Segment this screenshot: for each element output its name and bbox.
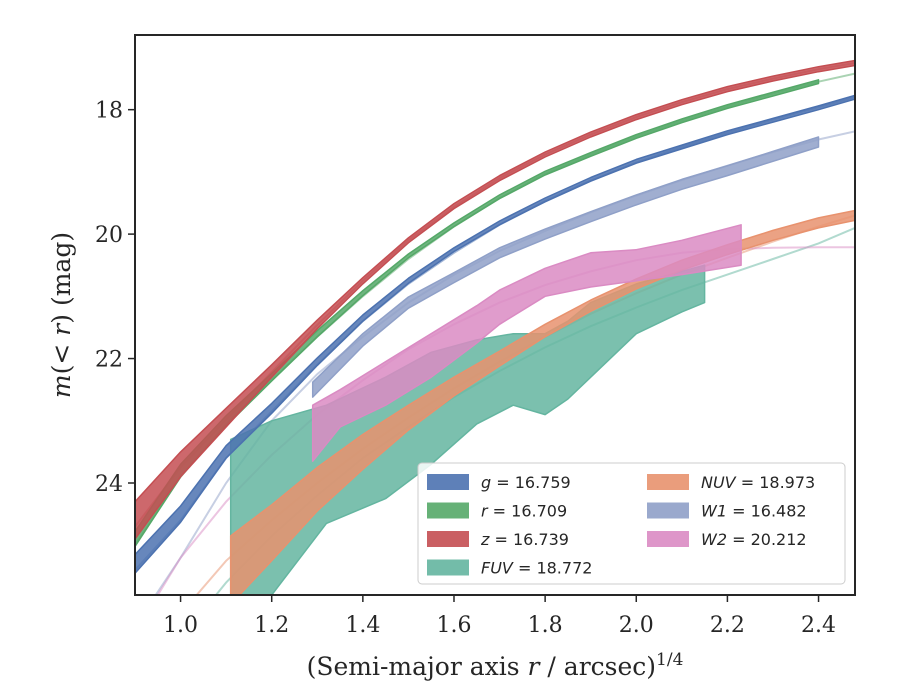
legend-swatch-g <box>427 474 469 490</box>
legend-box <box>417 462 846 585</box>
legend-label-r: r = 16.709 <box>481 502 567 521</box>
legend: g = 16.759 r = 16.709 z = 16.739 FUV = 18.7… <box>417 462 846 585</box>
legend-swatch-w2 <box>647 531 689 547</box>
y-tick-label: 24 <box>95 472 123 497</box>
x-tick-label: 2.4 <box>801 613 836 638</box>
series-layer <box>135 59 855 595</box>
y-tick-label: 18 <box>95 99 123 124</box>
legend-swatch-w1 <box>647 502 689 519</box>
x-tick-label: 2.2 <box>710 613 745 638</box>
x-axis-title: (Semi-major axis r / arcsec)1/4 <box>307 650 684 681</box>
band-g <box>135 94 855 574</box>
y-tick-label: 20 <box>95 223 123 248</box>
legend-label-z: z = 16.739 <box>480 530 569 549</box>
legend-swatch-nuv <box>647 474 689 490</box>
plot-frame <box>134 34 856 596</box>
legend-swatch-fuv <box>427 559 469 576</box>
x-tick-label: 1.8 <box>528 613 563 638</box>
legend-swatch-z <box>427 531 469 547</box>
y-tick-label: 22 <box>95 348 123 373</box>
ticks-layer: 1.0 1.2 1.4 1.6 1.8 2.0 2.2 2.4 18 20 22 24 <box>95 99 836 638</box>
x-tick-label: 1.4 <box>345 613 380 638</box>
band-w2 <box>311 224 742 462</box>
legend-label-nuv: NUV = 18.973 <box>701 473 815 492</box>
x-tick-label: 1.0 <box>163 613 198 638</box>
band-w1 <box>311 136 820 398</box>
band-r <box>135 79 820 548</box>
band-z <box>135 59 855 540</box>
legend-label-w1: W1 = 16.482 <box>701 502 807 521</box>
legend-swatch-r <box>427 502 469 519</box>
legend-label-w2: W2 = 20.212 <box>701 530 807 549</box>
y-axis-title: m(< r) (mag) <box>47 232 76 398</box>
x-tick-label: 1.2 <box>254 613 289 638</box>
x-tick-label: 1.6 <box>436 613 471 638</box>
legend-label-g: g = 16.759 <box>481 473 571 492</box>
band-nuv <box>229 209 855 595</box>
x-tick-label: 2.0 <box>619 613 654 638</box>
legend-label-fuv: FUV = 18.772 <box>481 559 592 578</box>
